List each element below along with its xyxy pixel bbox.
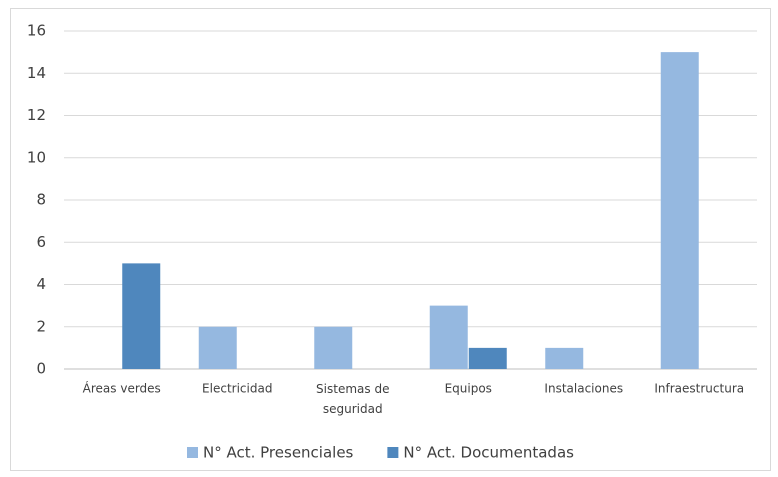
x-tick-label: Áreas verdes	[83, 381, 161, 396]
x-tick-label: Equipos	[445, 382, 492, 396]
bar	[545, 347, 584, 369]
y-tick-label: 0	[36, 360, 46, 378]
bar	[429, 305, 468, 369]
x-tick-label: Sistemas de seguridad	[316, 382, 389, 416]
chart-frame	[10, 8, 771, 471]
bar	[314, 326, 353, 369]
legend-label: N° Act. Documentadas	[403, 444, 574, 462]
y-tick-label: 10	[27, 148, 46, 166]
y-tick-label: 4	[36, 275, 46, 293]
bar	[122, 263, 161, 369]
bar	[660, 52, 699, 369]
legend-swatch	[187, 447, 198, 458]
bar	[198, 326, 237, 369]
y-tick-label: 2	[36, 317, 46, 335]
legend-swatch	[387, 447, 399, 458]
y-tick-label: 6	[36, 233, 46, 251]
x-tick-label: Electricidad	[202, 382, 272, 396]
x-tick-label: Instalaciones	[544, 382, 623, 396]
y-tick-label: 12	[27, 106, 46, 124]
y-tick-label: 14	[27, 64, 46, 82]
y-tick-label: 16	[27, 22, 46, 40]
legend-label: N° Act. Presenciales	[203, 444, 354, 462]
y-tick-label: 8	[36, 191, 46, 209]
bar	[468, 347, 507, 369]
x-tick-label: Infraestructura	[654, 382, 744, 396]
